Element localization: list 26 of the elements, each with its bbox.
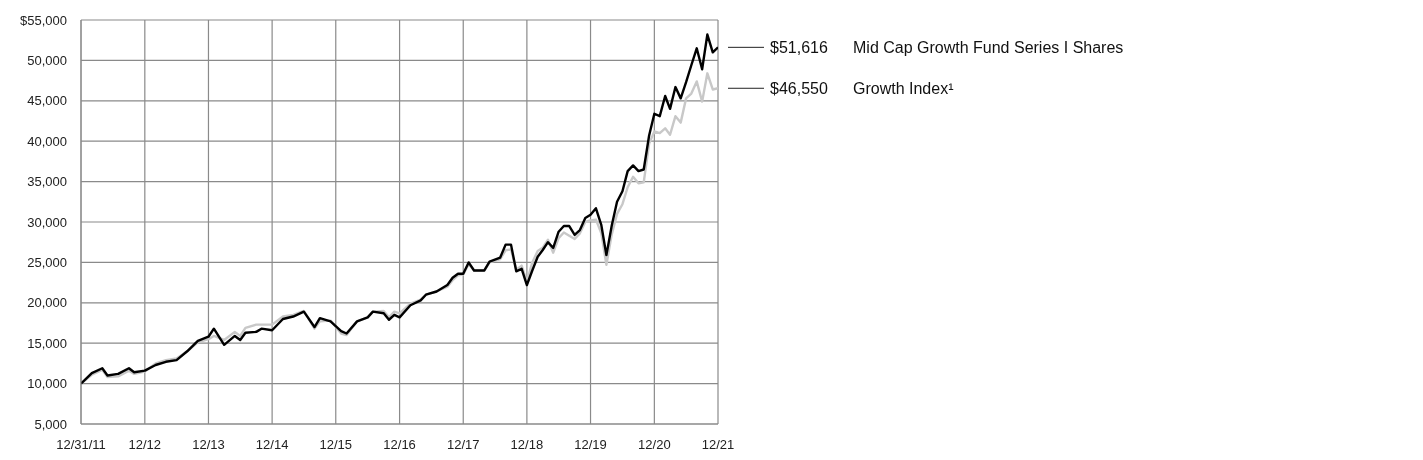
x-tick-label: 12/14 xyxy=(255,437,289,453)
y-tick-label: 5,000 xyxy=(34,416,67,432)
x-tick-label: 12/13 xyxy=(192,437,225,453)
y-tick-label: 20,000 xyxy=(27,295,67,311)
x-tick-label: 12/20 xyxy=(638,437,671,453)
y-tick-label: 50,000 xyxy=(27,53,67,69)
y-tick-label: 25,000 xyxy=(27,255,67,271)
text: $46,550 xyxy=(770,80,828,98)
text: Mid Cap Growth Fund Series I Shares xyxy=(853,39,1124,57)
x-tick-label: 12/12 xyxy=(128,437,162,453)
x-tick-label: 12/19 xyxy=(574,437,607,453)
y-tick-label: 15,000 xyxy=(27,335,67,351)
y-tick-label: 35,000 xyxy=(27,174,67,190)
y-tick-label: 10,000 xyxy=(27,376,67,392)
x-tick-label: 12/21 xyxy=(701,437,735,453)
text: $51,616 xyxy=(770,39,828,57)
x-tick-label: 12/18 xyxy=(510,437,544,453)
x-tick-label: 12/16 xyxy=(383,437,416,453)
text: Growth Index¹ xyxy=(853,80,954,98)
x-tick-label: 12/31/11 xyxy=(56,437,106,453)
y-tick-label: $55,000 xyxy=(20,12,67,28)
x-tick-label: 12/17 xyxy=(446,437,480,453)
x-tick-label: 12/15 xyxy=(319,437,353,453)
y-tick-label: 40,000 xyxy=(27,133,67,149)
y-tick-label: 30,000 xyxy=(27,214,67,230)
y-tick-label: 45,000 xyxy=(27,93,67,109)
